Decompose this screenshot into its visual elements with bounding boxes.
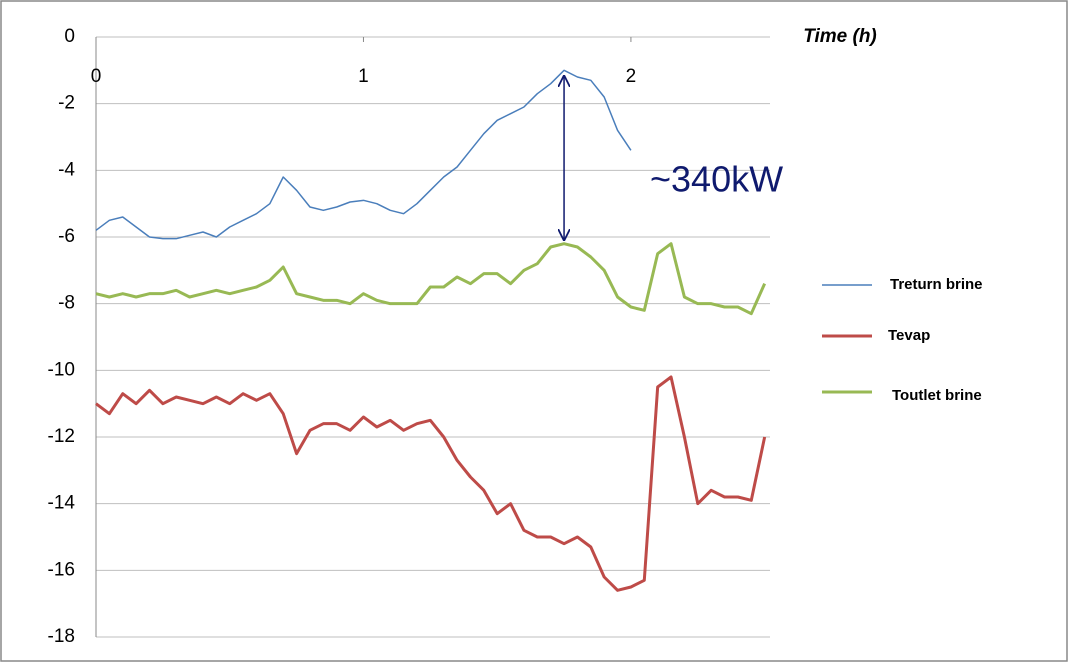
series-line	[95, 375, 767, 592]
series-line	[95, 69, 632, 240]
y-tick-label: -8	[58, 293, 75, 314]
legend-label: Toutlet brine	[892, 387, 982, 404]
y-tick-label: -12	[48, 426, 75, 447]
y-tick-label: -16	[48, 559, 75, 580]
y-tick-label: -10	[48, 359, 75, 380]
y-tick-label: -18	[48, 626, 75, 647]
y-tick-label: 0	[64, 26, 75, 47]
legend-label: Treturn brine	[890, 276, 983, 293]
x-tick-label: 0	[91, 66, 102, 87]
series-line	[95, 242, 767, 316]
legend-label: Tevap	[888, 327, 930, 344]
y-tick-label: -6	[58, 226, 75, 247]
y-tick-label: -14	[48, 493, 76, 514]
x-tick-label: 1	[358, 66, 369, 87]
y-tick-label: -4	[58, 159, 75, 180]
y-tick-label: -2	[58, 93, 75, 114]
annotation: ~340kW	[650, 159, 783, 200]
axis-title: Time (h)	[803, 26, 877, 47]
x-tick-label: 2	[626, 66, 637, 87]
